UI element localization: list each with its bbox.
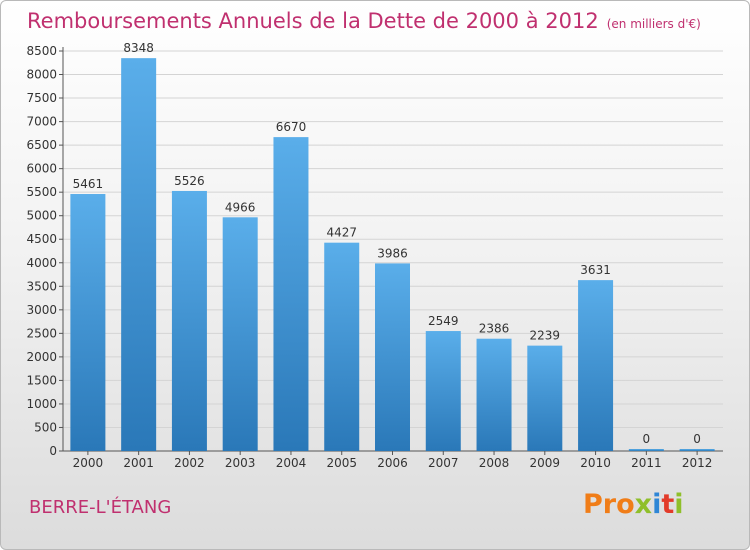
data-label: 2239 [530,329,561,343]
y-tick-label: 6000 [26,162,57,176]
chart-title-text: Remboursements Annuels de la Dette de 20… [27,9,599,33]
bar [121,58,157,451]
y-tick-label: 4000 [26,256,57,270]
y-tick-label: 0 [49,444,57,458]
y-tick-label: 1500 [26,373,57,387]
y-tick-label: 6500 [26,138,57,152]
y-tick-label: 5000 [26,209,57,223]
y-tick-label: 8000 [26,68,57,82]
data-label: 8348 [123,41,154,55]
logo-part-i: i [652,489,662,520]
data-label: 3631 [580,263,611,277]
y-tick-label: 7500 [26,91,57,105]
logo-part-t: t [661,489,675,520]
bar [578,280,614,451]
bar [375,263,410,451]
x-tick-label: 2001 [123,456,154,470]
y-tick-label: 2500 [26,326,57,340]
bar [70,194,106,451]
y-tick-label: 7000 [26,115,57,129]
data-label: 4966 [225,200,256,214]
bar [273,137,309,451]
data-label: 4427 [326,226,357,240]
data-label: 5526 [174,174,205,188]
data-label: 3986 [377,246,408,260]
y-tick-label: 3500 [26,279,57,293]
data-label: 0 [643,432,651,446]
x-tick-label: 2012 [682,456,713,470]
y-tick-label: 8500 [26,44,57,58]
y-tick-label: 500 [34,420,57,434]
y-tick-label: 3000 [26,303,57,317]
x-tick-label: 2006 [377,456,408,470]
x-tick-label: 2009 [530,456,561,470]
chart-title: Remboursements Annuels de la Dette de 20… [27,9,701,33]
x-tick-label: 2005 [326,456,357,470]
bar [324,242,360,451]
x-tick-label: 2002 [174,456,205,470]
bar [527,345,563,451]
y-tick-label: 2000 [26,350,57,364]
y-tick-label: 5500 [26,185,57,199]
proxiti-logo: Proxiti [583,489,684,520]
bar [628,449,664,451]
data-label: 2549 [428,314,459,328]
logo-part-pro: Pro [583,489,635,520]
data-label: 0 [693,432,701,446]
data-label: 2386 [479,322,510,336]
x-tick-label: 2000 [73,456,104,470]
bar [679,449,715,451]
y-tick-label: 1000 [26,397,57,411]
data-label: 5461 [73,177,104,191]
x-tick-label: 2004 [276,456,307,470]
data-label: 6670 [276,120,307,134]
y-tick-label: 4500 [26,232,57,246]
chart-unit: (en milliers d'€) [606,17,701,31]
city-name: BERRE-L'ÉTANG [29,497,172,518]
x-tick-label: 2007 [428,456,459,470]
bar [476,338,512,451]
logo-part-x: x [634,489,653,520]
bar [425,331,461,451]
bar [222,217,258,451]
logo-part-i2: i [674,489,684,520]
x-tick-label: 2008 [479,456,510,470]
x-tick-label: 2003 [225,456,256,470]
x-tick-label: 2010 [580,456,611,470]
x-tick-label: 2011 [631,456,662,470]
bar [171,190,207,451]
